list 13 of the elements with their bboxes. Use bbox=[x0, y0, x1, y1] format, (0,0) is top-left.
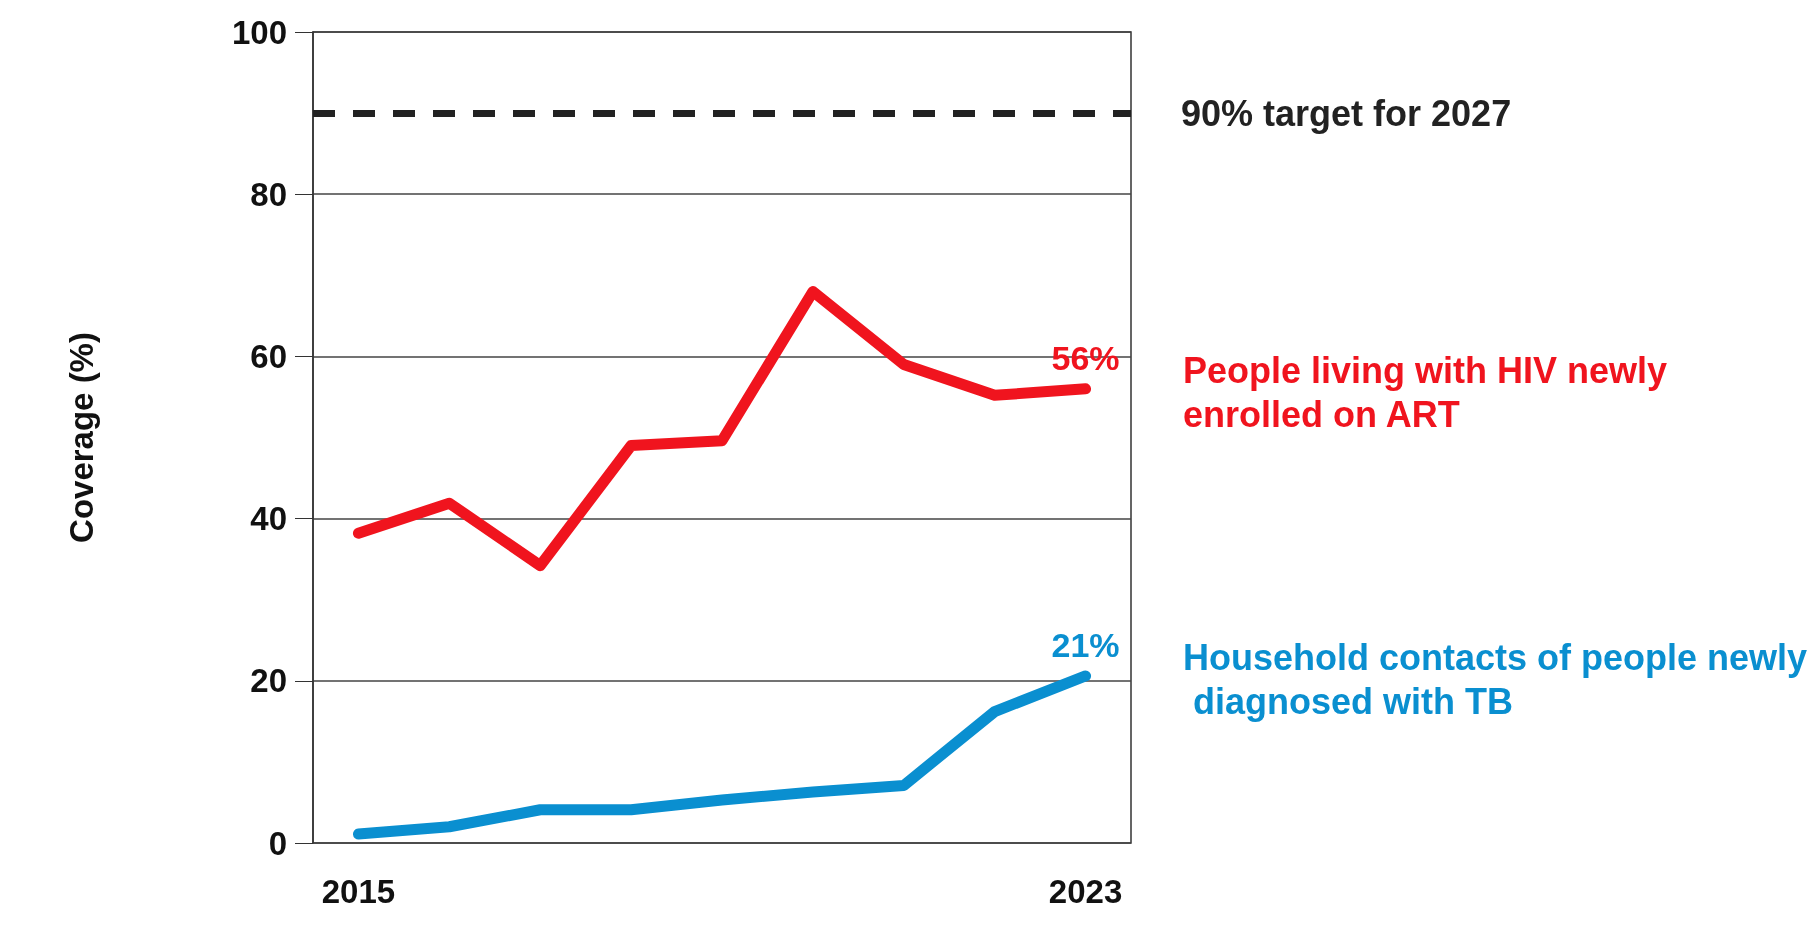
y-tick-label: 60 bbox=[250, 337, 287, 375]
y-tick-label: 20 bbox=[250, 662, 287, 700]
text: People living with HIV newly enrolled on ART bbox=[1183, 350, 1678, 436]
y-axis-title: Coverage (%) bbox=[63, 332, 100, 543]
y-tick-label: 80 bbox=[250, 175, 287, 213]
y-tick-label: 40 bbox=[250, 500, 287, 538]
y-tick-label: 100 bbox=[231, 13, 287, 51]
text: Household contacts of people newly diagnosed with TB bbox=[1183, 637, 1808, 723]
y-tick-label: 0 bbox=[268, 824, 287, 862]
x-tick-label: 2015 bbox=[321, 873, 396, 910]
x-tick-label: 2023 bbox=[1048, 873, 1123, 910]
data-label: 21% bbox=[1051, 625, 1120, 664]
ref-line-label: 90% target for 2027 bbox=[1181, 92, 1512, 134]
